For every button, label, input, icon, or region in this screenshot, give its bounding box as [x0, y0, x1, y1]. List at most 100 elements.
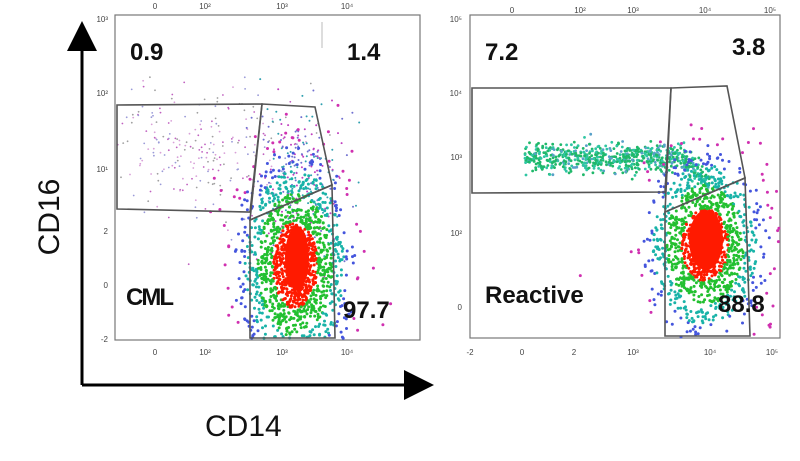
cml-double-pos-event: [296, 136, 299, 139]
cml-sparse-event: [219, 193, 222, 196]
reactive-band-event: [597, 151, 600, 155]
cml-monocyte-event: [291, 160, 295, 164]
cml-monocyte-event: [243, 261, 247, 265]
cml-monocyte-event: [238, 261, 242, 264]
reactive-monocyte-event: [709, 286, 713, 290]
cml-double-pos-event: [293, 156, 296, 159]
cml-monocyte-event: [265, 253, 269, 257]
cml-monocyte-event: [277, 277, 281, 281]
cml-monocyte-event: [265, 287, 269, 291]
reactive-band-event: [631, 153, 635, 157]
cml-monocyte-event: [260, 228, 263, 232]
cml-double-pos-event: [310, 153, 313, 156]
reactive-monocyte-event: [685, 287, 689, 291]
cml-double-pos-event: [279, 118, 282, 121]
cml-monocyte-event: [269, 170, 273, 174]
reactive-band-event: [527, 160, 531, 164]
reactive-band-event: [669, 164, 673, 168]
cml-monocyte-event: [301, 321, 305, 325]
cml-sparse-event: [174, 161, 177, 164]
reactive-monocyte-event: [658, 140, 662, 144]
cml-monocyte-event: [299, 305, 303, 309]
reactive-band-event: [679, 161, 683, 165]
reactive-monocyte-event: [696, 270, 700, 274]
reactive-band-event: [693, 177, 697, 180]
cml-sparse-event: [150, 123, 153, 126]
reactive-monocyte-event: [661, 246, 665, 250]
cml-sparse-event: [200, 146, 203, 149]
reactive-monocyte-event: [710, 181, 714, 185]
reactive-band-event: [670, 157, 673, 161]
cml-monocyte-event: [283, 317, 286, 321]
reactive-monocyte-event: [744, 269, 748, 273]
cml-sparse-event: [284, 157, 287, 160]
cml-sparse-event: [214, 153, 217, 156]
reactive-band-event: [618, 153, 622, 157]
reactive-band-event: [576, 157, 580, 160]
reactive-band-event: [588, 160, 592, 164]
reactive-x-tick-5: 10⁵: [766, 348, 778, 357]
cml-monocyte-event: [285, 235, 289, 238]
cml-sparse-event: [214, 105, 217, 108]
reactive-monocyte-event: [712, 266, 716, 270]
cml-double-pos-event: [331, 148, 334, 151]
reactive-top-tick-0: 0: [510, 6, 515, 15]
cml-monocyte-event: [306, 291, 310, 295]
reactive-monocyte-event: [749, 220, 753, 224]
cml-monocyte-event: [293, 310, 297, 314]
cml-monocyte-event: [241, 282, 245, 286]
reactive-monocyte-event: [714, 280, 718, 284]
cml-monocyte-event: [276, 263, 280, 267]
cml-monocyte-event: [275, 236, 279, 240]
reactive-band-event: [592, 157, 596, 161]
reactive-band-event: [637, 147, 640, 151]
reactive-monocyte-event: [679, 294, 683, 298]
reactive-gates: [471, 85, 751, 337]
cml-monocyte-event: [293, 305, 297, 309]
reactive-band-event: [597, 167, 600, 170]
cml-sparse-event: [183, 81, 186, 84]
reactive-band-event: [634, 149, 638, 153]
cml-monocyte-event: [318, 205, 322, 209]
cml-sparse-event: [145, 130, 148, 133]
reactive-monocyte-event: [722, 250, 726, 254]
reactive-monocyte-event: [661, 195, 665, 199]
cml-monocyte-event: [324, 262, 328, 266]
cml-monocyte-event: [311, 308, 315, 312]
reactive-band-event: [602, 169, 606, 173]
cml-sparse-event: [207, 170, 209, 173]
cml-sparse-event: [195, 216, 198, 219]
cml-monocyte-event: [279, 304, 283, 308]
reactive-band-event: [591, 171, 595, 175]
reactive-monocyte-event: [703, 298, 707, 302]
reactive-monocyte-event: [734, 241, 738, 245]
cml-double-pos-event: [311, 115, 314, 118]
cml-monocyte-event: [268, 214, 272, 218]
reactive-monocyte-event: [732, 215, 736, 219]
reactive-band-event: [608, 147, 612, 150]
reactive-band-event: [538, 150, 541, 154]
cml-double-pos-event: [306, 190, 309, 193]
reactive-panel-label: Reactive: [485, 282, 584, 309]
cml-sparse-event: [149, 190, 152, 193]
reactive-band-event: [668, 160, 671, 164]
cml-monocyte-event: [272, 235, 276, 239]
cml-monocyte-event: [290, 136, 294, 140]
reactive-monocyte-event: [738, 214, 742, 218]
reactive-band-event: [537, 165, 541, 168]
cml-double-pos-event: [308, 164, 311, 167]
cml-sparse-event: [147, 148, 150, 151]
cml-monocyte-event: [246, 277, 250, 281]
reactive-monocyte-event: [713, 165, 717, 169]
cml-double-pos-event: [261, 115, 264, 118]
reactive-monocyte-event: [675, 221, 679, 225]
reactive-band-event: [599, 161, 603, 164]
cml-sparse-event: [170, 120, 173, 122]
reactive-monocyte-event: [737, 282, 741, 286]
cml-monocyte-event: [314, 187, 318, 191]
reactive-monocyte-event: [673, 301, 677, 305]
reactive-band-event: [621, 140, 624, 143]
reactive-band-event: [630, 158, 634, 162]
